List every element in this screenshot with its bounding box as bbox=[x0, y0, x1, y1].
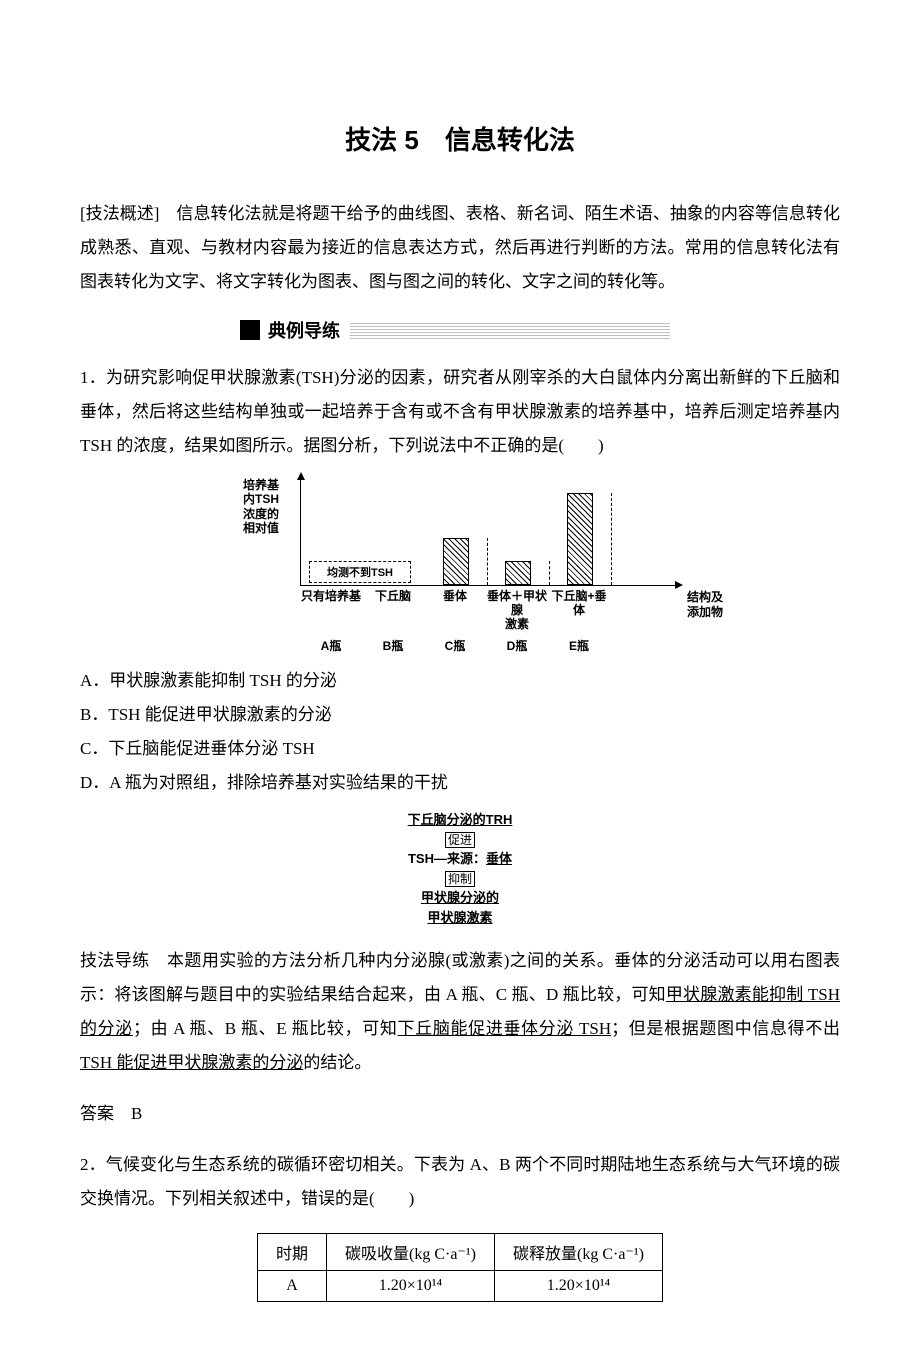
explain-u3: TSH 能促进甲状腺激素的分泌 bbox=[80, 1053, 303, 1072]
rb-e: E瓶 bbox=[548, 637, 610, 654]
th-2: 碳释放量(kg C·a⁻¹) bbox=[495, 1234, 663, 1271]
d2-line3b: 甲状腺激素 bbox=[370, 908, 550, 928]
th-0: 时期 bbox=[257, 1234, 326, 1271]
xl-e: 下丘脑+垂体 bbox=[548, 590, 610, 631]
xl-d: 垂体＋甲状腺 激素 bbox=[486, 590, 548, 631]
intro-text: 信息转化法就是将题干给予的曲线图、表格、新名词、陌生术语、抽象的内容等信息转化成… bbox=[80, 204, 840, 291]
td-0-0: A bbox=[257, 1271, 326, 1302]
q1-stem: 1．为研究影响促甲状腺激素(TSH)分泌的因素，研究者从刚宰杀的大白鼠体内分离出… bbox=[80, 361, 840, 463]
q1-answer: 答案 B bbox=[80, 1097, 840, 1131]
d2-arrow1: 促进 bbox=[370, 830, 550, 850]
section-bar: 典例导练 bbox=[240, 317, 840, 343]
table-row: A 1.20×10¹⁴ 1.20×10¹⁴ bbox=[257, 1271, 662, 1302]
bar-d bbox=[505, 561, 531, 585]
xl-a: 只有培养基 bbox=[300, 590, 362, 631]
explain-tail: 的结论。 bbox=[303, 1053, 371, 1072]
table-header-row: 时期 碳吸收量(kg C·a⁻¹) 碳释放量(kg C·a⁻¹) bbox=[257, 1234, 662, 1271]
d2-box1: 促进 bbox=[445, 832, 475, 848]
yl-1: 培养基 bbox=[243, 478, 279, 492]
section-stripes-icon bbox=[350, 321, 670, 339]
explain-prefix: 技法导练 bbox=[80, 951, 167, 970]
page-title: 技法 5 信息转化法 bbox=[80, 120, 840, 157]
q1-col-e bbox=[549, 493, 611, 585]
q1-explanation: 技法导练 本题用实验的方法分析几种内分泌腺(或激素)之间的关系。垂体的分泌活动可… bbox=[80, 944, 840, 1080]
d2-l2-left: TSH—来源： bbox=[408, 851, 486, 866]
section-square-icon bbox=[240, 320, 260, 340]
vdash-4 bbox=[611, 493, 612, 585]
q1-chart-area: 培养基 内TSH 浓度的 相对值 均测不到TSH bbox=[300, 480, 675, 586]
yl-2: 内TSH bbox=[243, 492, 279, 506]
answer-value: B bbox=[131, 1104, 142, 1123]
answer-label: 答案 bbox=[80, 1104, 131, 1123]
rb-b: B瓶 bbox=[362, 637, 424, 654]
q2-table: 时期 碳吸收量(kg C·a⁻¹) 碳释放量(kg C·a⁻¹) A 1.20×… bbox=[257, 1233, 663, 1302]
d2-box2: 抑制 bbox=[445, 871, 475, 887]
xl-c: 垂体 bbox=[424, 590, 486, 631]
intro-label: [技法概述] bbox=[80, 204, 159, 223]
q1-option-d: D．A 瓶为对照组，排除培养基对实验结果的干扰 bbox=[80, 766, 840, 800]
explain-m1: ；由 A 瓶、B 瓶、E 瓶比较，可知 bbox=[133, 1019, 398, 1038]
bar-e bbox=[567, 493, 593, 585]
q1-diagram: 下丘脑分泌的TRH 促进 TSH—来源：垂体 抑制 甲状腺分泌的 甲状腺激素 bbox=[370, 810, 550, 927]
q1-option-a: A．甲状腺激素能抑制 TSH 的分泌 bbox=[80, 664, 840, 698]
intro-paragraph: [技法概述] 信息转化法就是将题干给予的曲线图、表格、新名词、陌生术语、抽象的内… bbox=[80, 197, 840, 299]
x-arrow-icon bbox=[675, 581, 683, 589]
q1-right-label: 结构及 添加物 bbox=[687, 590, 723, 619]
d2-line2: TSH—来源：垂体 bbox=[370, 849, 550, 869]
q1-xlabels-bottom: A瓶 B瓶 C瓶 D瓶 E瓶 bbox=[300, 637, 675, 654]
d2-line3a: 甲状腺分泌的 bbox=[370, 888, 550, 908]
q1-chart-ylabel: 培养基 内TSH 浓度的 相对值 bbox=[243, 478, 279, 536]
d2-l2-right: 垂体 bbox=[486, 851, 512, 866]
rb-c: C瓶 bbox=[424, 637, 486, 654]
q1-col-c bbox=[425, 538, 487, 585]
explain-m2: ；但是根据题图中信息得不出 bbox=[611, 1019, 840, 1038]
th-1: 碳吸收量(kg C·a⁻¹) bbox=[326, 1234, 494, 1271]
rl-1: 结构及 bbox=[687, 590, 723, 604]
rl-2: 添加物 bbox=[687, 605, 723, 619]
explain-u2: 下丘脑能促进垂体分泌 TSH bbox=[398, 1019, 612, 1038]
td-0-1: 1.20×10¹⁴ bbox=[326, 1271, 494, 1302]
section-label: 典例导练 bbox=[268, 317, 340, 343]
q1-xlabels-top: 只有培养基 下丘脑 垂体 垂体＋甲状腺 激素 下丘脑+垂体 bbox=[300, 590, 675, 631]
dash-box: 均测不到TSH bbox=[309, 561, 411, 583]
page: 技法 5 信息转化法 [技法概述] 信息转化法就是将题干给予的曲线图、表格、新名… bbox=[0, 0, 920, 1362]
yl-4: 相对值 bbox=[243, 521, 279, 535]
rb-d: D瓶 bbox=[486, 637, 548, 654]
q1-col-d bbox=[487, 561, 549, 585]
y-arrow-icon bbox=[297, 472, 305, 480]
td-0-2: 1.20×10¹⁴ bbox=[495, 1271, 663, 1302]
d2-line1: 下丘脑分泌的TRH bbox=[370, 810, 550, 830]
d2-arrow2: 抑制 bbox=[370, 869, 550, 889]
q1-option-c: C．下丘脑能促进垂体分泌 TSH bbox=[80, 732, 840, 766]
rb-a: A瓶 bbox=[300, 637, 362, 654]
q1-chart: 培养基 内TSH 浓度的 相对值 均测不到TSH bbox=[245, 480, 675, 654]
yl-3: 浓度的 bbox=[243, 507, 279, 521]
q1-option-b: B．TSH 能促进甲状腺激素的分泌 bbox=[80, 698, 840, 732]
bar-c bbox=[443, 538, 469, 585]
q2-stem: 2．气候变化与生态系统的碳循环密切相关。下表为 A、B 两个不同时期陆地生态系统… bbox=[80, 1148, 840, 1216]
xl-b: 下丘脑 bbox=[362, 590, 424, 631]
